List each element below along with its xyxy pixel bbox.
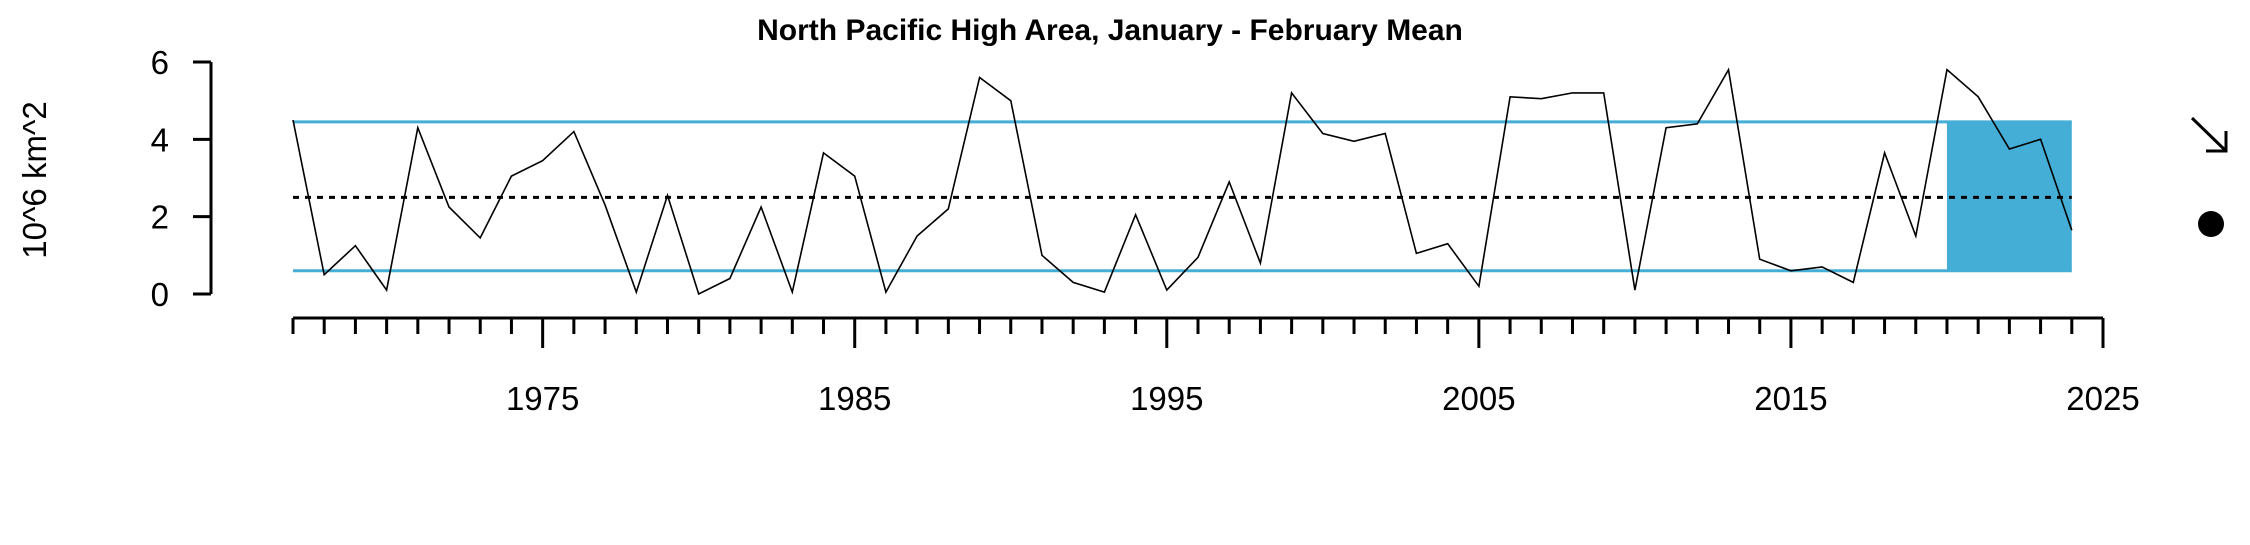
x-tick-label: 1975 [506, 380, 579, 417]
x-tick-label: 1985 [818, 380, 891, 417]
x-tick-label: 2005 [1442, 380, 1515, 417]
series-line [293, 70, 2072, 294]
filled-circle-icon [2198, 211, 2224, 237]
x-tick-label: 1995 [1130, 380, 1203, 417]
x-tick-label: 2025 [2066, 380, 2139, 417]
plot-area [293, 70, 2072, 294]
y-tick-label: 4 [151, 121, 169, 158]
arrow-down-right-icon [2192, 118, 2226, 151]
y-tick-label: 6 [151, 44, 169, 81]
y-tick-label: 2 [151, 199, 169, 236]
chart-title: North Pacific High Area, January - Febru… [757, 14, 1463, 47]
y-tick-label: 0 [151, 276, 169, 313]
y-axis-label: 10^6 km^2 [16, 101, 53, 259]
x-tick-label: 2015 [1754, 380, 1827, 417]
axes: 0 2 4 6 1975 1985 1995 2005 2015 2025 [151, 44, 2140, 417]
indicators [2192, 118, 2226, 237]
